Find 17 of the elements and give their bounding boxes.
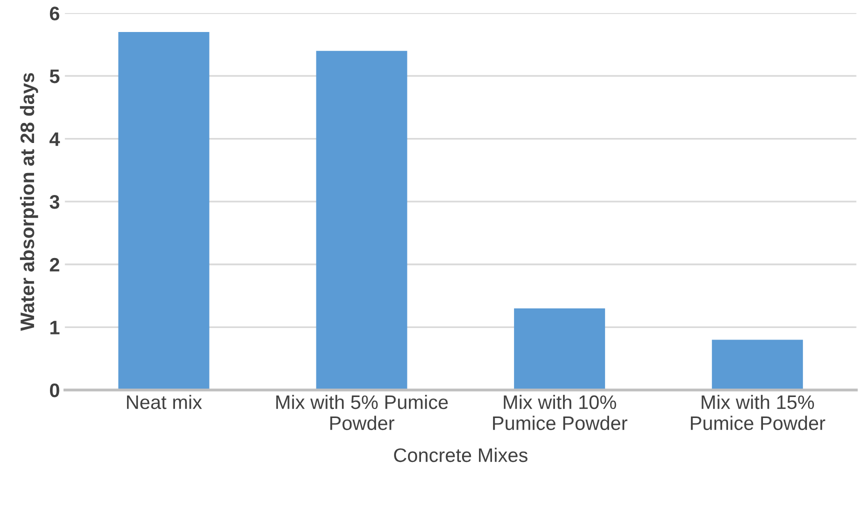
bar (514, 308, 606, 390)
bar (316, 50, 408, 390)
x-tick-label: Neat mix (127, 394, 202, 410)
y-tick-label: 5 (50, 70, 60, 84)
x-tick-label: Mix with 15% Pumice Powder (690, 394, 826, 430)
y-tick-label: 4 (49, 132, 60, 146)
y-axis-title: Water absorption at 28 days (20, 73, 38, 331)
bar (118, 32, 210, 390)
x-axis-title: Concrete Mixes (394, 448, 528, 462)
y-tick-label: 0 (50, 383, 60, 398)
x-tick-label: Mix with 5% Pumice Powder (276, 394, 448, 430)
y-tick-label: 6 (50, 6, 60, 20)
x-tick-label: Mix with 10% Pumice Powder (493, 394, 628, 430)
bar (712, 340, 803, 390)
y-tick-label: 3 (50, 195, 60, 209)
y-tick-label: 2 (50, 258, 60, 272)
y-tick-label: 1 (50, 320, 60, 334)
